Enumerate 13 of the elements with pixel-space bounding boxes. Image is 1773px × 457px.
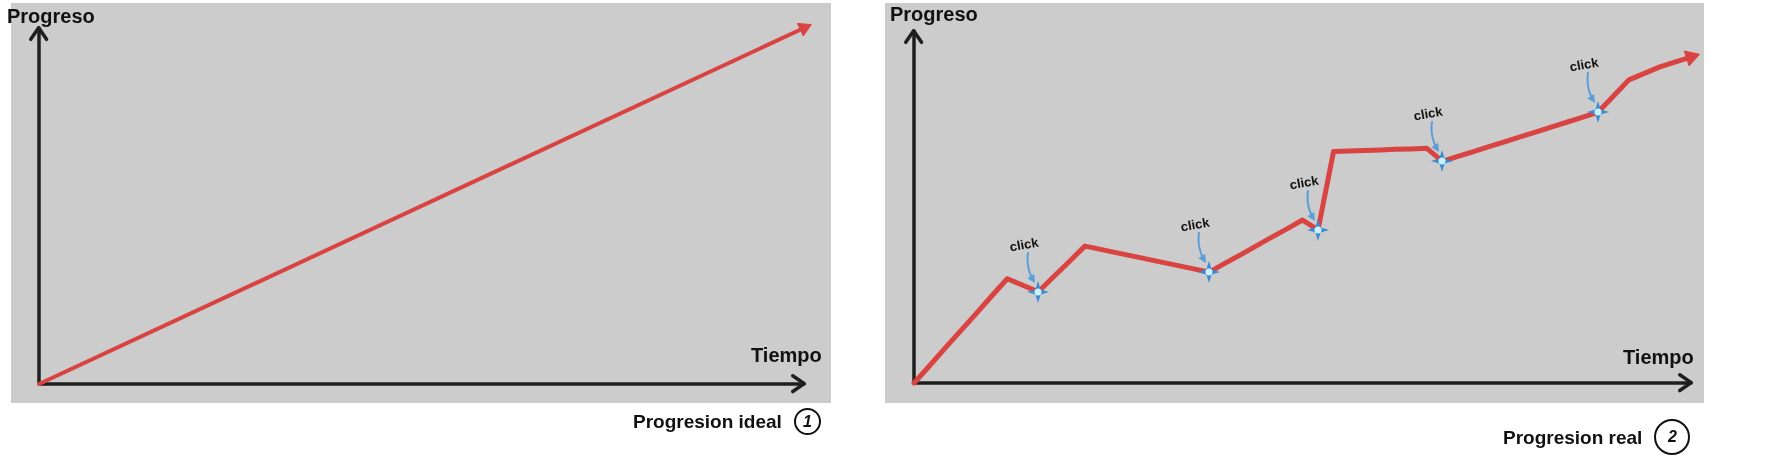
text: Progresion real [1503,426,1643,448]
x-axis-title: Tiempo [751,344,822,366]
annotation: click [1178,214,1212,235]
annotation: click [1007,234,1041,255]
annotation: click [1287,172,1321,193]
text: 2 [1654,419,1691,455]
annotation: click [1567,55,1601,75]
y-axis-title: Progreso [890,3,978,25]
text: Progresion ideal [633,411,782,432]
annotation: click [1411,103,1445,124]
y-axis-title: Progreso [7,5,95,27]
text: 1 [793,408,821,435]
x-axis-title: Tiempo [1623,346,1694,368]
